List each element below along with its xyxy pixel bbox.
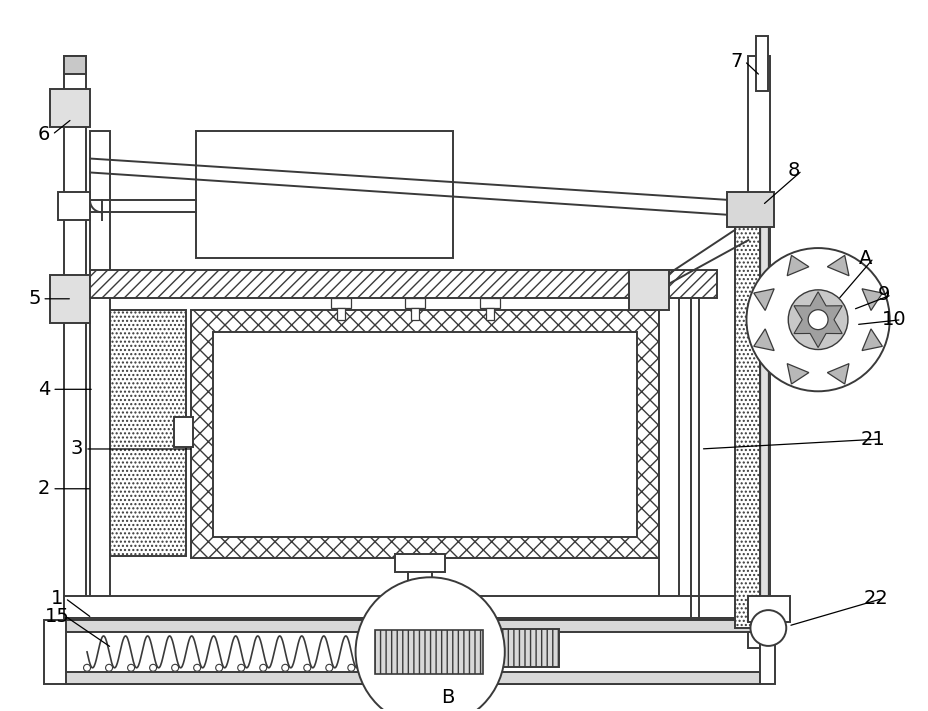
Polygon shape bbox=[827, 363, 848, 384]
Circle shape bbox=[215, 664, 223, 671]
Circle shape bbox=[106, 664, 112, 671]
Polygon shape bbox=[753, 329, 773, 351]
Text: 5: 5 bbox=[28, 289, 41, 309]
Bar bbox=[92, 310, 187, 557]
Text: 3: 3 bbox=[71, 439, 84, 459]
Polygon shape bbox=[827, 255, 848, 276]
Text: 1: 1 bbox=[51, 589, 63, 608]
Circle shape bbox=[750, 610, 785, 646]
Circle shape bbox=[806, 308, 829, 331]
Bar bbox=[726, 193, 774, 228]
Bar bbox=[64, 56, 86, 74]
Bar bbox=[628, 270, 668, 310]
Circle shape bbox=[807, 310, 827, 330]
Bar bbox=[50, 275, 90, 323]
Bar bbox=[64, 620, 760, 632]
Text: B: B bbox=[441, 688, 455, 707]
Bar bbox=[330, 298, 350, 308]
Polygon shape bbox=[861, 329, 882, 351]
Text: 9: 9 bbox=[877, 285, 889, 304]
Bar bbox=[64, 672, 760, 684]
Bar bbox=[411, 308, 419, 320]
Polygon shape bbox=[786, 255, 808, 276]
Bar bbox=[64, 620, 760, 684]
Bar bbox=[336, 308, 344, 320]
Polygon shape bbox=[861, 289, 882, 311]
Bar bbox=[480, 298, 499, 308]
Text: 15: 15 bbox=[45, 606, 70, 626]
Circle shape bbox=[347, 664, 354, 671]
Circle shape bbox=[788, 290, 847, 350]
Bar bbox=[658, 298, 678, 606]
Circle shape bbox=[355, 577, 504, 711]
Bar bbox=[734, 196, 760, 628]
Text: 4: 4 bbox=[38, 380, 50, 399]
Bar bbox=[174, 417, 193, 447]
Polygon shape bbox=[793, 292, 842, 348]
Bar bbox=[485, 308, 494, 320]
Bar bbox=[58, 193, 90, 220]
Bar bbox=[430, 629, 559, 667]
Bar bbox=[408, 572, 432, 594]
Text: 22: 22 bbox=[862, 589, 887, 608]
Text: 8: 8 bbox=[787, 161, 800, 180]
Bar bbox=[196, 131, 453, 258]
Circle shape bbox=[172, 664, 178, 671]
Bar bbox=[64, 618, 760, 632]
Text: 21: 21 bbox=[859, 429, 884, 449]
Bar bbox=[375, 630, 483, 674]
Polygon shape bbox=[786, 363, 808, 384]
Bar bbox=[748, 56, 769, 648]
Bar bbox=[755, 36, 767, 91]
Circle shape bbox=[746, 248, 889, 391]
Bar bbox=[405, 298, 425, 308]
Circle shape bbox=[238, 664, 244, 671]
Bar bbox=[90, 131, 110, 608]
Bar bbox=[760, 620, 775, 684]
Circle shape bbox=[281, 664, 289, 671]
Bar bbox=[213, 331, 637, 537]
Circle shape bbox=[326, 664, 332, 671]
Bar bbox=[760, 201, 767, 618]
Text: 2: 2 bbox=[38, 479, 50, 498]
Circle shape bbox=[84, 664, 90, 671]
Bar bbox=[64, 597, 760, 618]
Text: A: A bbox=[858, 249, 871, 267]
Circle shape bbox=[303, 664, 311, 671]
Circle shape bbox=[392, 664, 398, 671]
Bar bbox=[50, 89, 90, 127]
Polygon shape bbox=[753, 289, 773, 311]
Circle shape bbox=[193, 664, 200, 671]
Text: 7: 7 bbox=[729, 52, 741, 70]
Bar bbox=[191, 310, 658, 558]
Bar bbox=[64, 56, 86, 648]
Bar bbox=[395, 555, 445, 572]
Text: 6: 6 bbox=[38, 125, 50, 144]
Circle shape bbox=[149, 664, 157, 671]
Bar bbox=[90, 270, 715, 298]
Bar bbox=[45, 620, 66, 684]
Bar bbox=[748, 597, 790, 622]
Circle shape bbox=[127, 664, 135, 671]
Circle shape bbox=[369, 664, 377, 671]
Circle shape bbox=[260, 664, 266, 671]
Text: 10: 10 bbox=[881, 310, 905, 329]
